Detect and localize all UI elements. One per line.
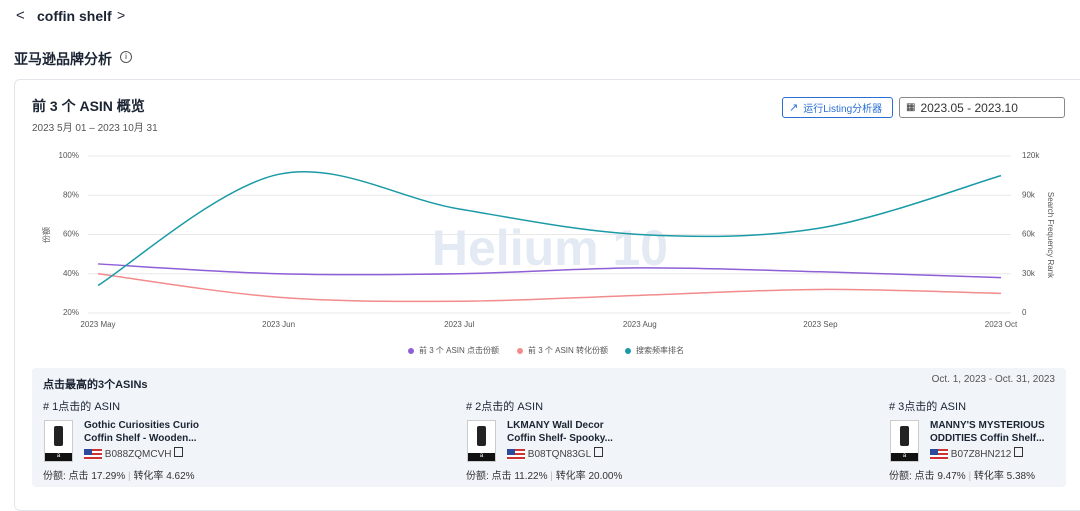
x-tick-label: 2023 May (80, 320, 115, 329)
asin-item: # 2点击的 ASIN a LKMANY Wall Decor Coffin S… (466, 398, 766, 483)
page: < coffin shelf > 亚马逊品牌分析 i 前 3 个 ASIN 概览… (14, 7, 1080, 511)
y2-tick-label: 30k (1022, 269, 1036, 278)
click-share: 份额: 点击 11.22% (466, 471, 548, 482)
series-line (97, 170, 1002, 287)
y2-tick-label: 0 (1022, 308, 1027, 317)
legend-label[interactable]: 前 3 个 ASIN 转化份额 (528, 345, 608, 355)
page-title: coffin shelf (37, 8, 112, 24)
x-tick-label: 2023 Jun (262, 320, 295, 329)
card-title: 前 3 个 ASIN 概览 (32, 98, 145, 114)
series-line (97, 263, 1002, 279)
y2-axis-label: Search Frequency Rank (1046, 192, 1055, 279)
legend-marker (625, 348, 631, 354)
asin-item: # 1点击的 ASIN a Gothic Curiosities Curio C… (43, 398, 343, 483)
date-picker[interactable]: ▦ 2023.05 - 2023.10 (899, 97, 1065, 118)
asin-code[interactable]: B08TQN83GL (527, 449, 591, 460)
y-tick-label: 100% (59, 151, 79, 160)
copy-icon[interactable] (1014, 447, 1024, 457)
asin-code[interactable]: B088ZQMCVH (104, 449, 172, 460)
y-tick-label: 60% (63, 230, 79, 239)
conversion-rate: 转化率 20.00% (555, 471, 623, 482)
legend-label[interactable]: 搜索频率排名 (636, 345, 684, 355)
section-title: 亚马逊品牌分析 (14, 51, 112, 67)
x-tick-label: 2023 Oct (985, 320, 1018, 329)
y2-tick-label: 120k (1022, 151, 1040, 160)
asin-item: # 3点击的 ASIN a MANNY'S MYSTERIOUS ODDITIE… (889, 398, 1080, 483)
product-image[interactable]: a (890, 420, 919, 462)
product-name[interactable]: MANNY'S MYSTERIOUS ODDITIES Coffin Shelf… (930, 420, 1045, 444)
asin-code[interactable]: B07Z8HN212 (950, 449, 1012, 460)
y-axis-label: 份额 (41, 227, 51, 243)
x-tick-label: 2023 Sep (803, 320, 838, 329)
y-tick-label: 40% (63, 269, 79, 278)
button-label: 运行Listing分析器 (803, 104, 883, 115)
flag (84, 448, 102, 460)
click-share: 份额: 点击 9.47% (889, 471, 966, 482)
chart: Helium 10 20% 40% 60% 80% 100% 0 30k 60k 90k 120k 份… (41, 151, 1055, 355)
panel-date: Oct. 1, 2023 - Oct. 31, 2023 (931, 374, 1055, 385)
info-icon[interactable]: i (120, 51, 132, 63)
asin-rank: # 2点击的 ASIN (466, 401, 544, 413)
legend-marker (517, 348, 523, 354)
legend-label[interactable]: 前 3 个 ASIN 点击份额 (419, 345, 499, 355)
product-image[interactable]: a (467, 420, 496, 462)
y2-tick-label: 60k (1022, 230, 1036, 239)
y2-tick-label: 90k (1022, 190, 1036, 199)
flag (507, 448, 525, 460)
conversion-rate: 转化率 4.62% (133, 471, 195, 482)
click-share: 份额: 点击 17.29% (43, 471, 126, 482)
panel-title: 点击最高的3个ASINs (43, 379, 148, 391)
copy-icon[interactable] (174, 447, 184, 457)
product-image[interactable]: a (44, 420, 73, 462)
legend-marker (408, 348, 414, 354)
asin-rank: # 3点击的 ASIN (889, 401, 967, 413)
listing-button[interactable]: ↗ 运行Listing分析器 (782, 97, 893, 118)
y-tick-label: 80% (63, 190, 79, 199)
watermark: Helium 10 (432, 220, 668, 276)
copy-icon[interactable] (593, 447, 603, 457)
x-tick-label: 2023 Jul (444, 320, 474, 329)
x-tick-label: 2023 Aug (623, 320, 657, 329)
product-name[interactable]: LKMANY Wall Decor Coffin Shelf- Spooky..… (507, 420, 613, 444)
back-button[interactable]: < (16, 7, 25, 24)
series-line (97, 273, 1002, 303)
product-name[interactable]: Gothic Curiosities Curio Coffin Shelf - … (84, 420, 200, 444)
flag (930, 448, 948, 460)
conversion-rate: 转化率 5.38% (973, 471, 1036, 482)
date-picker-label: 2023.05 - 2023.10 (920, 100, 1018, 115)
forward-icon[interactable]: > (117, 7, 126, 23)
asin-rank: # 1点击的 ASIN (43, 401, 121, 413)
y-tick-label: 20% (63, 308, 79, 317)
card-date: 2023 5月 01 – 2023 10月 31 (32, 123, 158, 134)
